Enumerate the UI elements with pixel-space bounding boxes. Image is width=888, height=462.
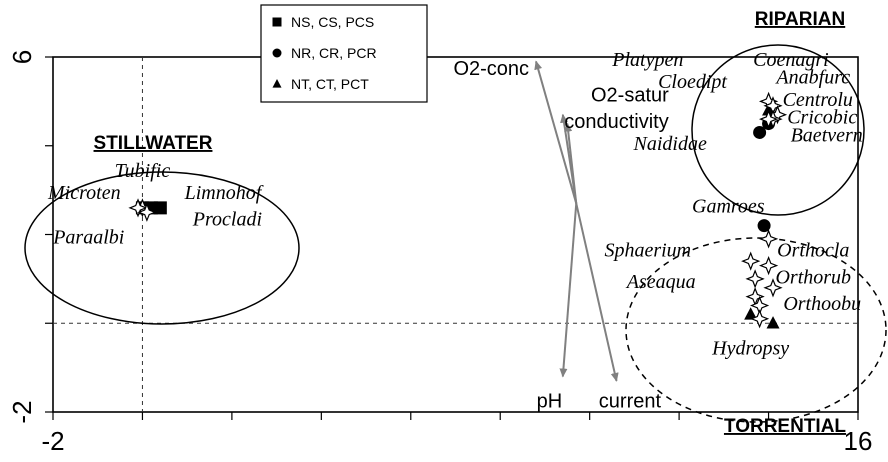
legend-marker-triangle bbox=[272, 79, 282, 88]
species-point bbox=[749, 309, 770, 329]
stillwater-ellipse bbox=[24, 171, 300, 325]
species-label-orthorub: Orthorub bbox=[775, 266, 851, 288]
species-label-sphaerium: Sphaerium bbox=[604, 240, 691, 262]
species-label-orthoobu: Orthoobu bbox=[783, 293, 861, 315]
legend-label: NR, CR, PCR bbox=[291, 45, 377, 61]
species-point bbox=[758, 109, 779, 129]
data-points bbox=[128, 91, 788, 329]
species-label-hydropsy: Hydropsy bbox=[711, 337, 789, 359]
x-tick-label-max: 16 bbox=[844, 426, 873, 456]
species-label-limnohof: Limnohof bbox=[184, 182, 264, 204]
group-ellipses bbox=[24, 44, 887, 423]
species-point bbox=[745, 269, 765, 289]
species-label-aseaqua: Aseaqua bbox=[625, 271, 696, 293]
sample-point-triangle bbox=[744, 307, 758, 320]
riparian-ellipse bbox=[691, 44, 865, 216]
species-point bbox=[763, 278, 783, 298]
group-label-stillwater: STILLWATER bbox=[94, 133, 213, 154]
legend: NS, CS, PCS NR, CR, PCR NT, CT, PCT bbox=[260, 4, 428, 103]
torrential-ellipse bbox=[625, 237, 887, 423]
species-label-procladi: Procladi bbox=[192, 209, 262, 231]
vector-label-ph: pH bbox=[537, 391, 563, 413]
species-label-naididae: Naididae bbox=[632, 133, 706, 155]
sample-point-square bbox=[153, 201, 167, 215]
y-tick-label-max: 6 bbox=[7, 50, 37, 64]
vector-label-o2-conc: O2-conc bbox=[453, 58, 529, 80]
vector-label-current: current bbox=[599, 391, 662, 413]
species-label-anabfurc: Anabfurc bbox=[774, 67, 850, 89]
group-labels: STILLWATER RIPARIAN TORRENTIAL bbox=[94, 9, 847, 437]
species-point bbox=[758, 229, 779, 249]
vector-ph bbox=[559, 203, 578, 378]
x-tick-label-min: -2 bbox=[41, 426, 64, 456]
species-label-platypen: Platypen bbox=[611, 49, 683, 71]
group-label-riparian: RIPARIAN bbox=[755, 9, 845, 30]
y-tick-label-min: -2 bbox=[7, 400, 37, 423]
species-label-paraalbi: Paraalbi bbox=[52, 226, 124, 248]
species-label-cricobic: Cricobic bbox=[787, 107, 857, 129]
legend-box bbox=[260, 4, 428, 103]
species-label-centrolu: Centrolu bbox=[783, 89, 853, 111]
vector-label-conductivity: conductivity bbox=[564, 111, 669, 133]
species-point bbox=[758, 255, 779, 276]
species-label-microten: Microten bbox=[47, 182, 121, 204]
legend-label: NS, CS, PCS bbox=[291, 14, 374, 30]
vector-conductivity bbox=[564, 122, 578, 204]
group-label-torrential: TORRENTIAL bbox=[724, 416, 846, 437]
species-point bbox=[128, 198, 148, 218]
sample-point-triangle bbox=[766, 316, 780, 329]
sample-point-circle bbox=[753, 125, 767, 139]
sample-point-circle bbox=[757, 219, 771, 233]
legend-marker-square bbox=[272, 17, 282, 27]
vector-o2-conc bbox=[534, 60, 578, 204]
species-label-baetvern: Baetvern bbox=[791, 124, 863, 146]
axis-ticks: -2 16 6 -2 bbox=[7, 50, 872, 456]
legend-label: NT, CT, PCT bbox=[291, 76, 369, 92]
environmental-vectors: O2-conc O2-satur conductivity pH current bbox=[453, 58, 669, 413]
species-point bbox=[741, 251, 761, 271]
legend-marker-circle bbox=[272, 48, 282, 58]
species-point bbox=[137, 202, 157, 222]
vector-label-o2-satur: O2-satur bbox=[591, 84, 669, 106]
species-label-orthocla: Orthocla bbox=[777, 240, 849, 262]
species-label-gamroes: Gamroes bbox=[692, 195, 765, 217]
species-label-tubific: Tubific bbox=[115, 160, 171, 182]
vector-current bbox=[575, 203, 619, 382]
species-label-cloedipt: Cloedipt bbox=[658, 71, 727, 93]
species-label-coenagri: Coenagri bbox=[753, 49, 829, 71]
